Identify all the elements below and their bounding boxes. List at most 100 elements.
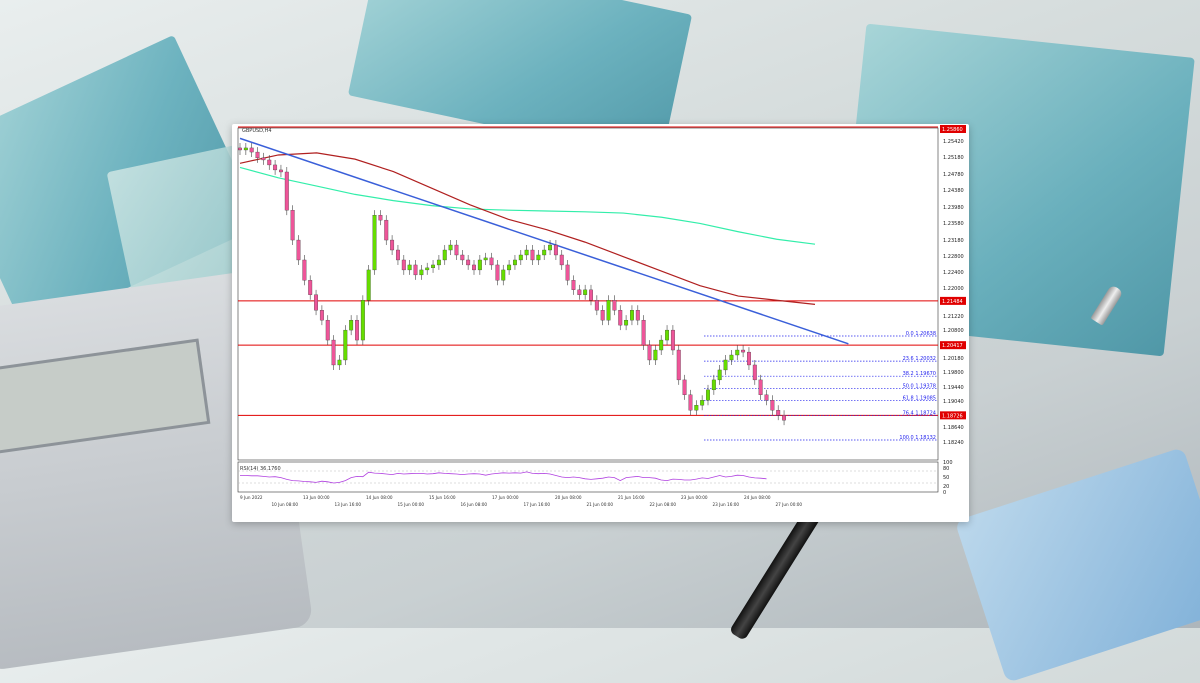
candle-body	[735, 349, 740, 356]
candle	[390, 235, 395, 255]
candle	[553, 240, 558, 260]
candle	[758, 374, 763, 400]
candle	[448, 240, 453, 255]
candle	[782, 410, 786, 426]
candle	[571, 275, 576, 295]
candle	[770, 395, 775, 416]
price-tick-label: 1.22000	[943, 286, 964, 292]
candle-body	[782, 415, 786, 421]
price-tick-label: 1.18240	[943, 440, 964, 446]
candle-body	[431, 264, 435, 269]
candle-body	[296, 239, 301, 261]
candle	[706, 384, 710, 406]
candle	[407, 259, 412, 275]
price-level-label: 1.21484	[942, 299, 963, 305]
candle-body	[483, 257, 488, 261]
candle	[635, 305, 640, 326]
candle	[711, 374, 716, 395]
candle-body	[308, 280, 313, 295]
candle	[717, 364, 722, 385]
candle-body	[407, 264, 412, 271]
time-axis-label: 22 Jun 08:00	[650, 502, 677, 507]
time-axis-label: 17 Jun 16:00	[524, 502, 551, 507]
candle-body	[548, 244, 552, 251]
rsi-tick-label: 80	[943, 466, 949, 472]
candle	[454, 240, 459, 260]
candle	[565, 259, 570, 286]
candle	[261, 152, 266, 165]
candle	[325, 315, 330, 346]
candle	[395, 245, 400, 265]
candle-body	[495, 264, 500, 281]
price-tick-label: 1.24380	[943, 188, 964, 194]
candle	[477, 254, 482, 275]
candle	[665, 325, 669, 346]
price-tick-label: 1.23980	[943, 205, 964, 211]
candle	[659, 335, 664, 356]
candle-body	[606, 300, 611, 321]
candle-body	[659, 339, 664, 351]
time-axis-label: 10 Jun 08:00	[272, 502, 299, 507]
candle-body	[436, 259, 441, 266]
candle-body	[688, 394, 693, 411]
candle	[483, 252, 488, 265]
fibonacci-level-label: 100.0 1.18132	[899, 435, 936, 441]
candle	[337, 355, 342, 370]
candle	[238, 142, 242, 155]
symbol-header: GBPUSD,H4	[242, 128, 272, 134]
candle-body	[360, 300, 365, 341]
candle-body	[249, 147, 254, 153]
candle-body	[577, 289, 582, 295]
candle-body	[612, 300, 617, 311]
chart-panel: GBPUSD,H4 RSI(14) 36.1760 1.25860 1.25420…	[232, 124, 969, 522]
candle	[729, 350, 734, 365]
candle	[589, 284, 593, 306]
time-axis-label: 17 Jun 00:00	[492, 495, 519, 500]
candle-body	[319, 310, 324, 321]
rsi-label: RSI(14) 36.1760	[240, 466, 281, 472]
candle	[495, 259, 500, 286]
candle	[372, 210, 377, 275]
fibonacci-level-label: 76.4 1.18724	[903, 410, 936, 416]
candle	[472, 259, 476, 275]
candle	[694, 400, 699, 416]
candle	[559, 250, 564, 270]
candle-body	[413, 264, 418, 276]
candle-body	[355, 319, 359, 341]
candle	[594, 295, 599, 316]
candle-body	[530, 249, 535, 261]
candle-body	[758, 379, 763, 395]
candle-body	[665, 329, 669, 341]
candle-body	[372, 215, 377, 271]
fibonacci-level-label: 61.8 1.19085	[903, 395, 936, 401]
candle-body	[559, 254, 564, 266]
candle-body	[600, 310, 605, 321]
moving-average-red	[239, 152, 816, 305]
candle-body	[536, 254, 541, 261]
fibonacci-level-label: 23.6 1.20032	[903, 356, 936, 362]
fibonacci-level-label: 50.0 1.19378	[903, 383, 936, 389]
rsi-tick-label: 20	[943, 484, 949, 490]
price-tick-label: 1.21220	[943, 314, 964, 320]
price-tick-label: 1.19440	[943, 385, 964, 391]
candle-body	[267, 159, 272, 166]
candle	[548, 240, 552, 255]
candle-body	[723, 359, 728, 371]
candle	[747, 347, 751, 370]
rsi-tick-label: 100	[943, 460, 953, 466]
candle	[600, 305, 605, 326]
candle-body	[752, 364, 757, 381]
time-axis-label: 15 Jun 00:00	[398, 502, 425, 507]
price-tick-label: 1.19800	[943, 370, 964, 376]
price-tick-label: 1.19040	[943, 399, 964, 405]
candle	[577, 284, 582, 300]
candle-body	[741, 349, 746, 353]
candle-body	[273, 164, 278, 171]
candle-body	[331, 339, 336, 366]
candle-body	[512, 259, 517, 266]
candle-body	[711, 379, 716, 391]
price-level-label: 1.18726	[942, 413, 963, 419]
candle	[296, 235, 301, 265]
time-axis-label: 21 Jun 00:00	[587, 502, 614, 507]
candle-body	[261, 157, 266, 161]
